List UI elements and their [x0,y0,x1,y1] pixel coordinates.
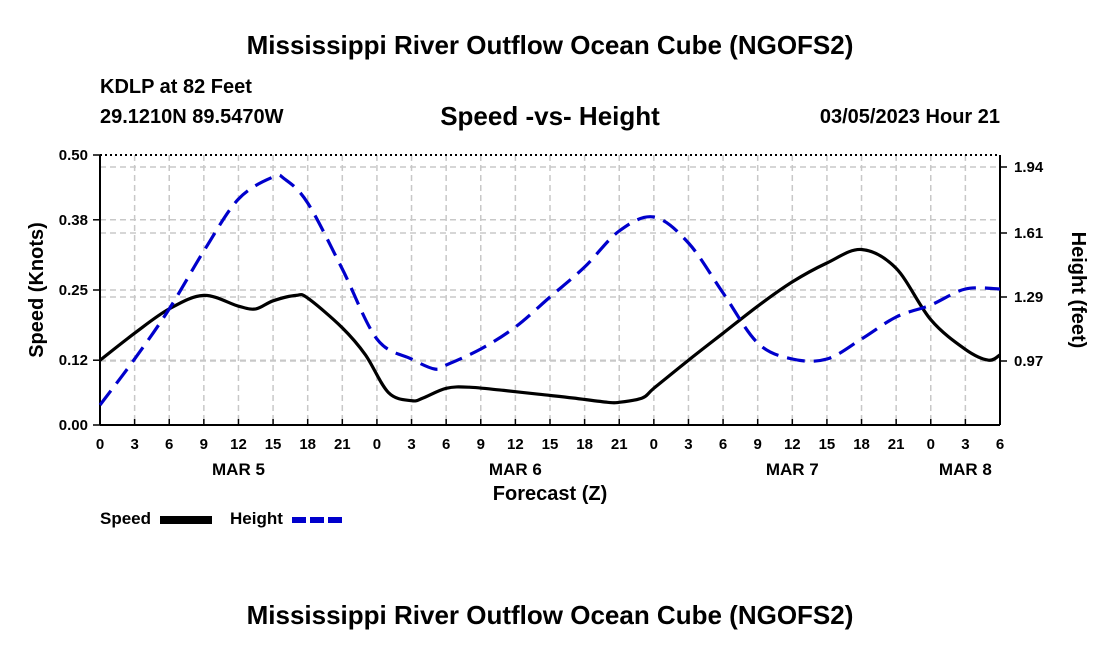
x-tick-label: 6 [719,436,727,453]
x-tick-label: 3 [130,436,138,453]
left-axis-title: Speed (Knots) [26,222,48,358]
left-tick-label: 0.12 [59,352,88,369]
x-tick-label: 3 [407,436,415,453]
legend-label-height: Height [230,509,283,528]
x-tick-label: 15 [819,436,836,453]
x-day-label: MAR 5 [212,460,265,479]
x-tick-label: 9 [754,436,762,453]
x-tick-label: 21 [334,436,351,453]
x-tick-label: 0 [927,436,935,453]
series-line-height [98,173,1001,406]
x-tick-label: 6 [442,436,450,453]
x-tick-label: 3 [961,436,969,453]
forecast-datetime: 03/05/2023 Hour 21 [819,106,1000,128]
x-tick-label: 12 [507,436,524,453]
right-tick-label: 0.97 [1014,353,1043,370]
right-axis-title: Height (feet) [1067,232,1089,349]
legend-label-speed: Speed [100,509,151,528]
x-tick-label: 0 [96,436,104,453]
x-tick-label: 6 [996,436,1004,453]
right-tick-label: 1.61 [1014,225,1043,242]
station-coordinates: 29.1210N 89.5470W [100,106,284,128]
x-tick-label: 21 [611,436,628,453]
right-tick-label: 1.29 [1014,289,1043,306]
left-tick-label: 0.25 [59,282,88,299]
x-tick-label: 9 [200,436,208,453]
x-tick-label: 21 [888,436,905,453]
x-tick-label: 15 [265,436,282,453]
chart-subtitle: Speed -vs- Height [440,101,660,131]
series-line-speed [99,247,1001,405]
x-tick-label: 15 [542,436,559,453]
x-day-label: MAR 8 [939,460,992,479]
x-tick-label: 18 [299,436,316,453]
footer-title: Mississippi River Outflow Ocean Cube (NG… [246,600,854,630]
x-tick-label: 18 [576,436,593,453]
station-label: KDLP at 82 Feet [100,76,252,98]
chart-title: Mississippi River Outflow Ocean Cube (NG… [246,30,854,60]
x-tick-label: 0 [373,436,381,453]
x-axis-title: Forecast (Z) [493,483,607,505]
left-tick-label: 0.00 [59,417,88,434]
left-tick-label: 0.50 [59,147,88,164]
x-tick-label: 12 [784,436,801,453]
x-tick-label: 12 [230,436,247,453]
x-tick-label: 18 [853,436,870,453]
x-day-label: MAR 6 [489,460,542,479]
x-day-label: MAR 7 [766,460,819,479]
speed-height-chart: 0 3 6 9 12 15 18 21 0 3 6 9 12 15 18 21 0 3 6 9 12 15 18 21 0 3 6M… [26,147,1089,528]
right-tick-label: 1.94 [1014,159,1044,176]
x-tick-label: 3 [684,436,692,453]
x-tick-label: 9 [477,436,485,453]
x-tick-label: 0 [650,436,658,453]
left-tick-label: 0.38 [59,212,88,229]
x-tick-label: 6 [165,436,173,453]
